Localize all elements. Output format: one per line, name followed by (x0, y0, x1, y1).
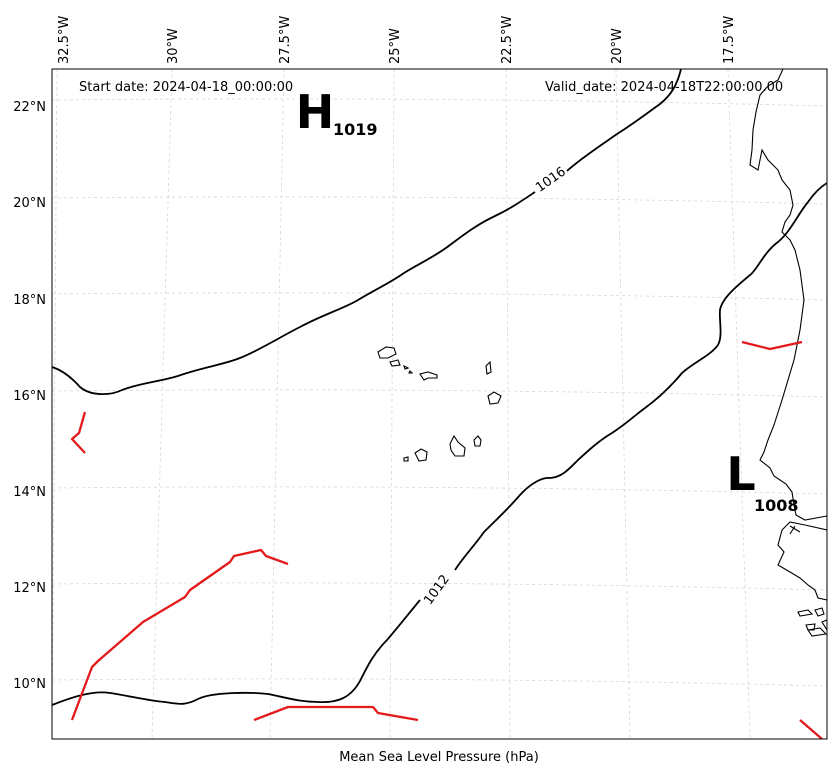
isobar-1012 (52, 182, 827, 706)
front-lines (70, 340, 823, 739)
station-marker (789, 525, 801, 535)
low-center-value: 1008 (754, 496, 799, 515)
longitude-tick-labels: 32.5°W 30°W 27.5°W 25°W 22.5°W 20°W 17.5… (57, 16, 737, 64)
lon-tick-32-5w: 32.5°W (57, 16, 72, 64)
lat-tick-10n: 10°N (13, 677, 46, 692)
map-area: 1016 1012 H 1019 L 1008 Start date: 2024… (52, 69, 827, 739)
lon-tick-20w: 20°W (610, 28, 625, 64)
latitude-tick-labels: 22°N 20°N 18°N 16°N 14°N 12°N 10°N (13, 100, 46, 692)
front-segment-south (253, 705, 419, 722)
lat-tick-14n: 14°N (13, 485, 46, 500)
map-frame (51, 68, 828, 740)
lon-tick-25w: 25°W (388, 28, 403, 64)
front-segment-west-long (70, 548, 289, 721)
high-center-value: 1019 (333, 120, 378, 139)
front-segment-southeast (799, 719, 823, 739)
lon-tick-17-5w: 17.5°W (722, 16, 737, 64)
front-segment-west-upper (70, 411, 87, 454)
isobars (52, 69, 827, 706)
low-pressure-center: L 1008 (726, 447, 798, 515)
lon-tick-30w: 30°W (166, 28, 181, 64)
lat-tick-20n: 20°N (13, 196, 46, 211)
x-axis-label: Mean Sea Level Pressure (hPa) (339, 750, 539, 765)
isobar-1016 (52, 69, 682, 396)
valid-date-label: Valid_date: 2024-04-18T22:00:00.00 (545, 80, 783, 95)
front-segment-east (741, 340, 803, 351)
lon-tick-22-5w: 22.5°W (500, 16, 515, 64)
high-center-letter: H (296, 85, 335, 139)
lat-tick-12n: 12°N (13, 581, 46, 596)
lat-tick-22n: 22°N (13, 100, 46, 115)
lon-tick-27-5w: 27.5°W (278, 16, 293, 64)
lat-tick-16n: 16°N (13, 389, 46, 404)
cape-verde-islands (377, 346, 502, 462)
start-date-label: Start date: 2024-04-18_00:00:00 (79, 80, 293, 95)
graticule (52, 69, 827, 739)
high-pressure-center: H 1019 (296, 85, 378, 139)
african-coastline (749, 69, 827, 637)
lat-tick-18n: 18°N (13, 293, 46, 308)
low-center-letter: L (726, 447, 755, 501)
